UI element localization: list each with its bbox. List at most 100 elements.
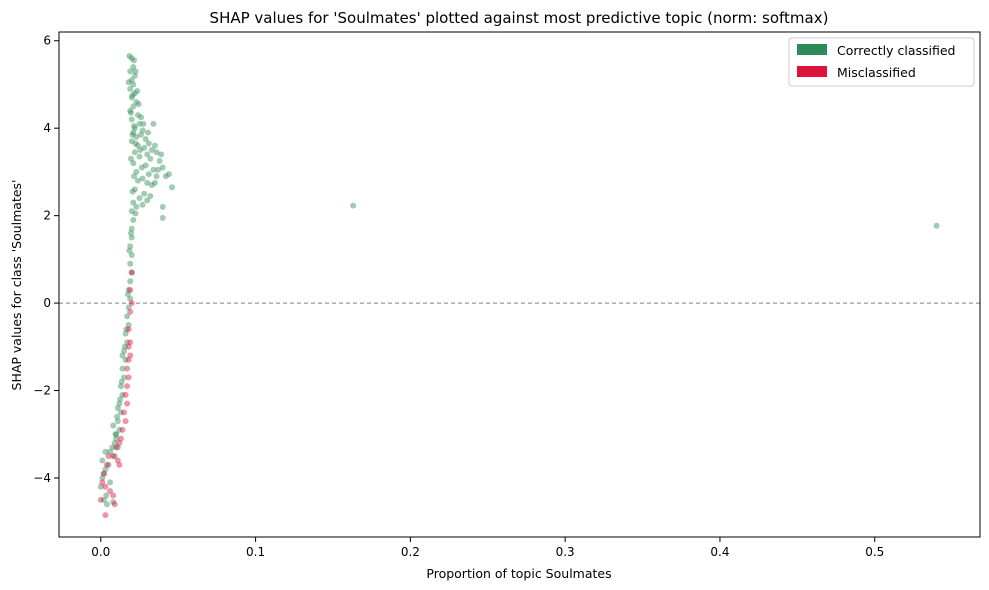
point-correct [156,157,163,164]
point-correct [117,409,124,416]
point-correct [100,470,107,477]
point-correct [158,151,165,158]
legend-swatch-correct [797,44,827,55]
point-correct [122,356,129,363]
point-correct [141,190,148,197]
point-correct [134,112,141,119]
x-tick-label: 0.5 [865,545,884,559]
point-correct [159,203,166,210]
point-correct [131,149,138,156]
x-tick-label: 0.2 [401,545,420,559]
point-misclassified [107,488,114,495]
point-correct [144,151,151,158]
point-correct [144,179,151,186]
point-misclassified [125,343,132,350]
point-correct [125,321,132,328]
point-correct [103,501,110,508]
point-misclassified [100,470,107,477]
point-correct [151,142,158,149]
point-correct [127,155,134,162]
point-correct [133,203,140,210]
point-correct [113,435,120,442]
point-misclassified [117,435,124,442]
point-correct [127,260,134,267]
point-correct [124,291,131,298]
point-correct [131,173,138,180]
point-misclassified [124,383,131,390]
point-correct [107,479,114,486]
point-correct [150,166,157,173]
point-misclassified [127,339,134,346]
point-correct [131,57,138,64]
point-correct [110,422,117,429]
point-correct [128,77,135,84]
points-layer [97,53,940,519]
point-correct [123,326,130,333]
y-tick-label: 4 [43,121,51,135]
point-misclassified [125,356,132,363]
point-correct [127,109,134,116]
point-correct [126,53,133,60]
point-misclassified [113,444,120,451]
point-correct [159,164,166,171]
point-correct [119,365,126,372]
point-correct [129,131,136,138]
point-correct [162,173,169,180]
point-correct [131,186,138,193]
point-correct [133,98,140,105]
point-correct [128,116,135,123]
point-misclassified [97,496,104,503]
point-misclassified [122,391,129,398]
point-correct [109,444,116,451]
point-correct [145,129,152,136]
x-tick-label: 0.4 [710,545,729,559]
point-correct [107,448,114,455]
point-misclassified [125,326,132,333]
point-misclassified [105,453,112,460]
point-correct [128,251,135,258]
point-correct [125,286,132,293]
point-correct [131,72,138,79]
point-correct [131,125,138,132]
point-correct [117,383,124,390]
point-correct [130,160,137,167]
point-correct [112,431,119,438]
point-correct [130,81,137,88]
point-correct [128,269,135,276]
point-correct [128,55,135,62]
ticks-layer: 0.0 0.1 0.2 0.3 0.4 0.5 −4 −2 0 2 4 6 [33,34,884,559]
point-correct [165,171,172,178]
point-correct [127,230,134,237]
point-correct [119,391,126,398]
point-correct [114,413,121,420]
point-correct [102,466,109,473]
point-correct [132,140,139,147]
point-misclassified [128,300,135,307]
point-correct [119,352,126,359]
point-misclassified [110,492,117,499]
point-misclassified [116,461,123,468]
point-correct [133,133,140,140]
point-correct [141,144,148,151]
point-correct [151,179,158,186]
x-tick-label: 0.3 [556,545,575,559]
point-misclassified [116,439,123,446]
point-correct [147,155,154,162]
point-correct [138,114,145,121]
point-misclassified [110,453,117,460]
point-correct [142,162,149,169]
point-misclassified [122,418,129,425]
point-correct [121,374,128,381]
point-correct [148,147,155,154]
point-correct [131,90,138,97]
point-correct [139,175,146,182]
point-correct [118,378,125,385]
point-correct [128,138,135,145]
y-tick-label: 0 [43,296,51,310]
plot-frame [58,31,981,538]
point-correct [130,63,137,70]
point-correct [128,94,135,101]
point-correct [933,222,940,229]
point-correct [130,129,137,136]
